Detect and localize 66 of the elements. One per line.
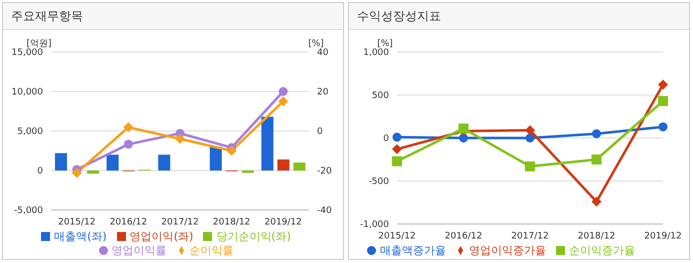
- y-tick-label: 5,000: [17, 127, 44, 138]
- x-tick-label: 2017/12: [161, 217, 199, 228]
- legend-label: 순이익증가율: [569, 244, 635, 257]
- y-tick-label: 10,000: [12, 88, 44, 98]
- bar: [277, 159, 290, 170]
- x-tick-label: 2015/12: [58, 217, 96, 228]
- x-tick-label: 2018/12: [212, 217, 250, 228]
- x-tick-label: 2016/12: [110, 217, 148, 228]
- point: [592, 154, 602, 164]
- point: [392, 144, 402, 154]
- point: [392, 156, 402, 166]
- y-tick-label: 1,000: [363, 48, 390, 58]
- point: [525, 125, 535, 136]
- chart-title: 수익성장성지표: [349, 3, 689, 30]
- bar: [106, 154, 119, 170]
- point: [525, 161, 535, 172]
- legend-label: 순이익률: [190, 244, 234, 257]
- point: [658, 96, 668, 106]
- x-tick-label: 2019/12: [644, 231, 682, 242]
- x-tick-label: 2016/12: [444, 231, 482, 242]
- x-tick-label: 2017/12: [511, 231, 549, 242]
- bar: [210, 146, 222, 170]
- y-axis-title: [억원]: [26, 39, 52, 49]
- y2-tick-label: 40: [317, 48, 329, 58]
- y-tick-label: -1,000: [360, 220, 390, 230]
- point: [392, 132, 402, 142]
- y2-axis-title: [%]: [308, 39, 324, 49]
- y2-tick-label: -40: [317, 206, 332, 216]
- y-tick-label: 500: [372, 91, 390, 102]
- point: [278, 87, 288, 96]
- point: [458, 124, 468, 134]
- point: [175, 134, 185, 144]
- y2-tick-label: 0: [317, 127, 323, 138]
- y2-tick-label: 20: [317, 88, 329, 98]
- legend-label: 영업이익(좌): [130, 230, 194, 243]
- legend-label: 영업이익률: [112, 244, 166, 257]
- y-tick-label: 15,000: [12, 48, 44, 58]
- bar: [55, 153, 67, 170]
- y-axis-title: [%]: [377, 39, 393, 49]
- y-tick-label: -5,000: [14, 206, 44, 216]
- bar: [87, 170, 99, 174]
- bar: [293, 162, 306, 170]
- legend-label: 영업이익증가율: [469, 244, 546, 257]
- point: [278, 96, 288, 106]
- point: [592, 196, 602, 207]
- y2-tick-label: -20: [317, 166, 332, 177]
- point: [226, 146, 237, 156]
- point: [658, 122, 668, 132]
- legend-label: 매출액증가율: [380, 244, 446, 257]
- y-tick-label: 0: [383, 134, 390, 144]
- x-tick-label: 2019/12: [264, 217, 302, 228]
- bar: [158, 154, 170, 170]
- legend-label: 매출액(좌): [54, 230, 107, 243]
- y-tick-label: -500: [368, 177, 390, 188]
- point: [72, 168, 82, 178]
- point: [592, 129, 601, 138]
- legend-label: 당기순이익(좌): [216, 230, 291, 243]
- x-tick-label: 2018/12: [578, 231, 616, 242]
- point: [526, 134, 534, 142]
- point: [123, 122, 134, 132]
- x-tick-label: 2015/12: [378, 231, 416, 242]
- point: [124, 140, 133, 149]
- y-tick-label: 0: [37, 166, 44, 177]
- point: [658, 80, 668, 90]
- bar: [261, 116, 274, 170]
- chart-title: 주요재무항목: [3, 3, 343, 30]
